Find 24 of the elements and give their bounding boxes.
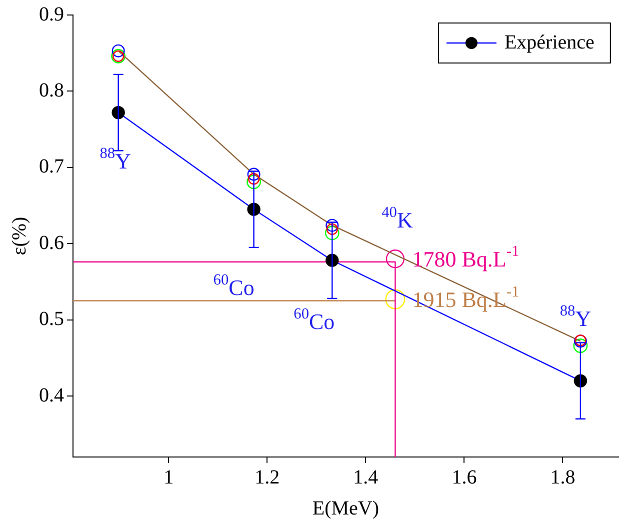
point <box>385 289 406 310</box>
x-tick-label: 1.8 <box>550 466 576 488</box>
y-tick-label: 0.8 <box>39 79 64 102</box>
point <box>246 174 262 190</box>
x-tick-label: 1.6 <box>452 466 477 488</box>
y-tick-label: 0.9 <box>39 3 64 26</box>
x-tick-label: 1 <box>164 466 174 488</box>
point <box>326 223 338 235</box>
point <box>248 173 260 185</box>
point <box>324 226 340 240</box>
y-tick-label: 0.5 <box>39 308 64 330</box>
legend-label: Expérience <box>504 31 595 54</box>
y-tick-label: 0.6 <box>39 232 64 254</box>
point <box>326 218 339 232</box>
y-tick-label: 0.7 <box>39 156 64 178</box>
point <box>247 168 260 181</box>
y-axis-title: ε(%) <box>8 216 30 256</box>
point <box>386 250 405 268</box>
x-axis-title: E(MeV) <box>312 497 380 520</box>
point <box>573 338 588 353</box>
point <box>112 44 125 58</box>
x-tick-label: 1.2 <box>254 466 280 488</box>
y-tick-label: 0.4 <box>39 384 64 406</box>
x-tick-label: 1.4 <box>353 466 378 488</box>
